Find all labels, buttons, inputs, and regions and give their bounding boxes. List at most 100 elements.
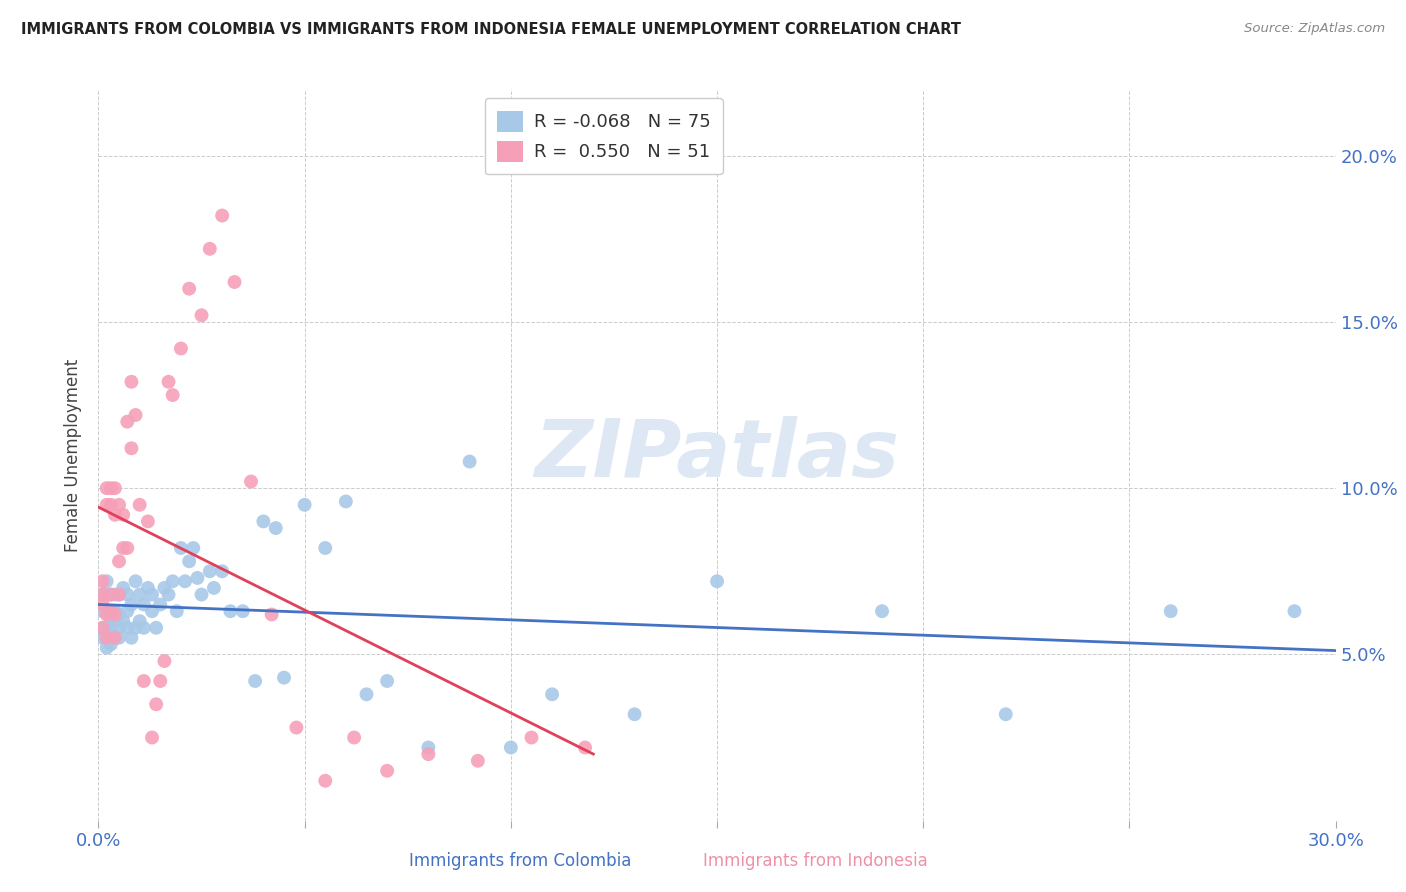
Point (91, 588, 114, 602)
Point (120, 442, 142, 456)
Point (181, 541, 204, 555)
Point (100, 631, 122, 645)
Point (145, 621, 167, 635)
Point (574, 740, 596, 755)
Point (141, 588, 163, 602)
Point (124, 408, 146, 422)
Point (96, 621, 118, 635)
Point (100, 604, 122, 618)
Point (120, 598, 142, 612)
Point (100, 604, 122, 618)
Y-axis label: Female Unemployment: Female Unemployment (65, 359, 83, 551)
Point (91, 604, 114, 618)
Point (91, 621, 114, 635)
Point (112, 614, 135, 628)
Point (124, 621, 146, 635)
Point (91, 574, 114, 589)
Point (128, 588, 150, 602)
Point (104, 631, 127, 645)
Point (219, 604, 242, 618)
Point (1160, 604, 1182, 618)
Point (100, 588, 122, 602)
Point (117, 604, 139, 618)
Point (128, 498, 150, 512)
Point (211, 564, 233, 578)
Point (179, 554, 201, 568)
Point (153, 581, 176, 595)
Point (162, 388, 184, 402)
Point (91, 631, 114, 645)
Point (273, 671, 295, 685)
Point (202, 581, 225, 595)
Point (104, 607, 127, 622)
Point (108, 621, 131, 635)
Point (104, 508, 127, 522)
Point (149, 673, 172, 688)
Point (252, 515, 274, 529)
Point (157, 375, 180, 389)
Point (108, 588, 131, 602)
Point (96, 481, 118, 495)
Point (141, 604, 163, 618)
Point (124, 574, 146, 589)
Point (104, 588, 127, 602)
Point (117, 415, 139, 429)
Point (96, 588, 118, 602)
Text: Immigrants from Colombia: Immigrants from Colombia (409, 852, 631, 870)
Point (260, 607, 283, 622)
Point (162, 574, 184, 589)
Point (186, 571, 208, 585)
Point (294, 498, 316, 512)
Point (170, 342, 193, 356)
Point (335, 494, 357, 508)
Point (418, 740, 440, 755)
Point (104, 614, 127, 628)
Point (108, 631, 131, 645)
Text: IMMIGRANTS FROM COLOMBIA VS IMMIGRANTS FROM INDONESIA FEMALE UNEMPLOYMENT CORREL: IMMIGRANTS FROM COLOMBIA VS IMMIGRANTS F… (21, 22, 962, 37)
Point (100, 481, 122, 495)
Point (120, 631, 142, 645)
Point (520, 731, 543, 745)
Point (994, 707, 1017, 722)
Point (112, 581, 135, 595)
Point (153, 654, 176, 668)
Point (706, 574, 728, 589)
Point (117, 588, 139, 602)
Point (132, 621, 155, 635)
Point (100, 614, 122, 628)
Text: ZIPatlas: ZIPatlas (534, 416, 900, 494)
Point (100, 588, 122, 602)
Point (179, 282, 201, 296)
Point (285, 721, 308, 735)
Point (467, 754, 489, 768)
Point (96, 607, 118, 622)
Point (190, 308, 212, 322)
Point (132, 598, 155, 612)
Point (117, 541, 139, 555)
Point (112, 541, 135, 555)
Point (375, 673, 398, 688)
Point (104, 604, 127, 618)
Point (314, 541, 336, 555)
Point (120, 375, 142, 389)
Point (356, 687, 378, 701)
Point (264, 521, 287, 535)
Point (91, 621, 114, 635)
Point (108, 554, 131, 568)
Point (100, 498, 122, 512)
Point (375, 764, 398, 778)
Point (198, 242, 221, 256)
Point (418, 747, 440, 761)
Point (136, 581, 159, 595)
Point (623, 707, 645, 722)
Point (499, 740, 522, 755)
Point (96, 631, 118, 645)
Point (541, 687, 564, 701)
Point (170, 541, 193, 555)
Point (104, 631, 127, 645)
Point (243, 673, 266, 688)
Point (117, 621, 139, 635)
Point (343, 731, 366, 745)
Point (136, 515, 159, 529)
Point (100, 637, 122, 651)
